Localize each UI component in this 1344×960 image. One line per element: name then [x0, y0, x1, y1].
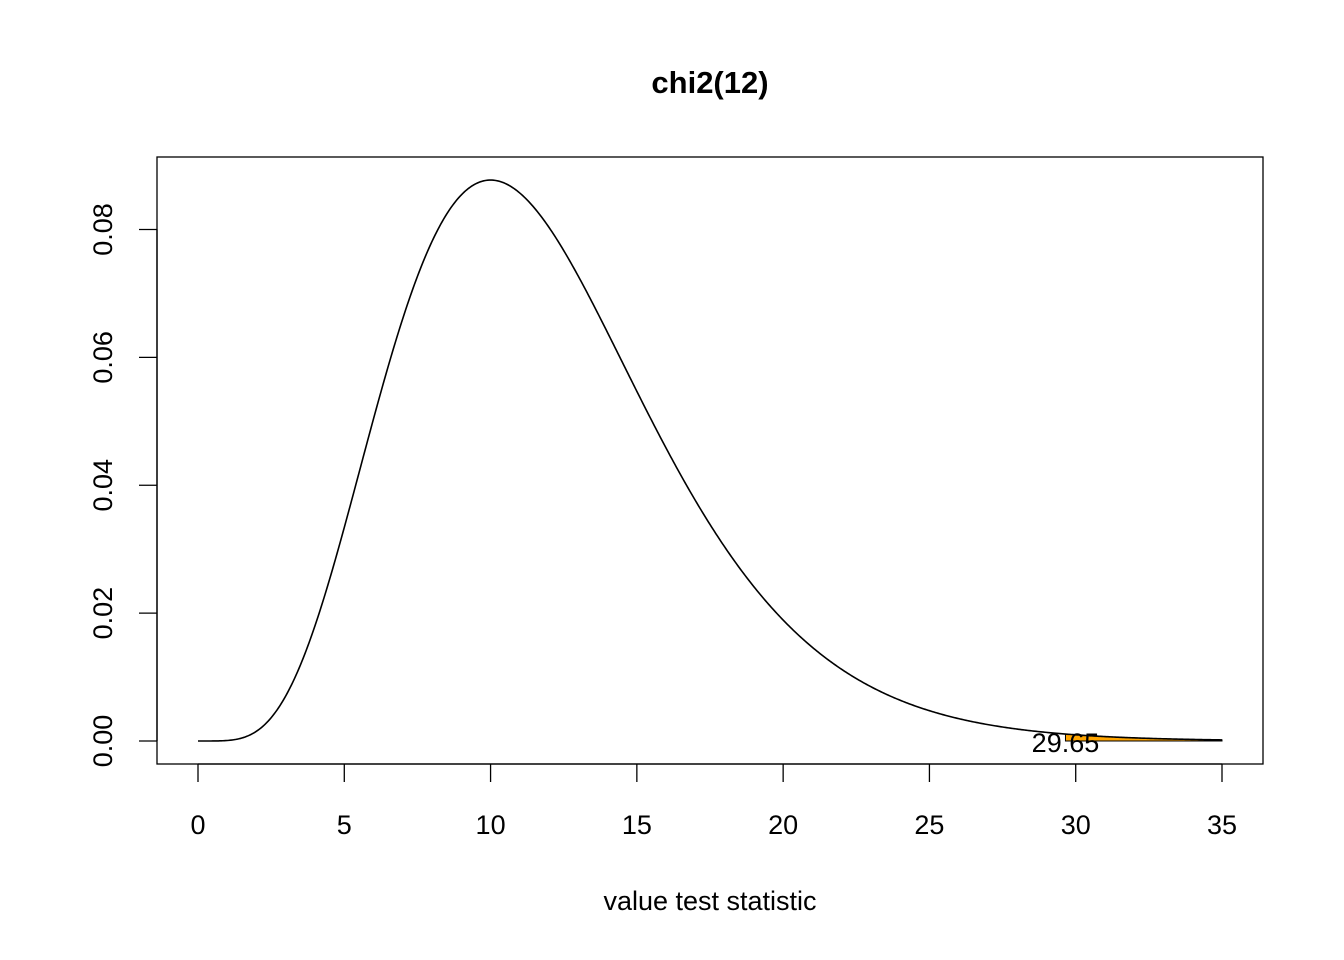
x-tick-label: 25 — [914, 810, 944, 840]
x-axis-label: value test statistic — [603, 886, 816, 916]
x-tick-label: 30 — [1061, 810, 1091, 840]
y-tick-label: 0.06 — [88, 331, 118, 384]
x-tick-label: 0 — [190, 810, 205, 840]
y-axis: 0.00 0.02 0.04 0.06 0.08 — [88, 203, 158, 768]
x-tick-label: 20 — [768, 810, 798, 840]
density-curve — [198, 179, 1223, 742]
y-tick-label: 0.00 — [88, 715, 118, 768]
y-tick-label: 0.04 — [88, 459, 118, 512]
chart-title: chi2(12) — [651, 65, 768, 100]
y-tick-label: 0.02 — [88, 587, 118, 640]
critical-value-label: 29.65 — [1032, 728, 1100, 758]
density-curve-layer — [198, 179, 1223, 742]
y-tick-label: 0.08 — [88, 203, 118, 256]
x-tick-label: 15 — [622, 810, 652, 840]
x-tick-label: 10 — [476, 810, 506, 840]
plot-frame — [156, 156, 1264, 765]
x-axis: 0 5 10 15 20 25 30 35 — [190, 763, 1237, 840]
x-tick-label: 5 — [337, 810, 352, 840]
x-tick-label: 35 — [1207, 810, 1237, 840]
